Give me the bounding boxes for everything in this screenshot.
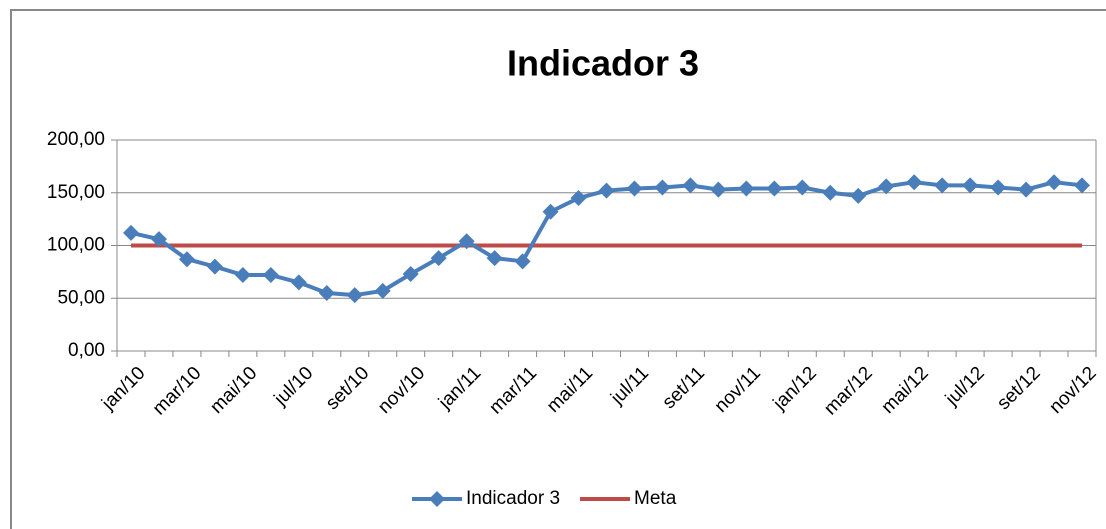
data-point — [290, 274, 307, 291]
data-point — [430, 250, 447, 267]
chart-title: Indicador 3 — [507, 43, 699, 84]
data-point — [570, 190, 587, 207]
y-tick-label: 200,00 — [47, 129, 105, 150]
data-point — [990, 179, 1007, 196]
data-point — [262, 267, 279, 284]
legend-label: Meta — [634, 488, 677, 509]
data-point — [318, 284, 335, 301]
data-point — [346, 287, 363, 304]
data-point — [794, 179, 811, 196]
data-point — [822, 184, 839, 201]
data-point — [122, 224, 139, 241]
data-point — [934, 177, 951, 194]
data-point — [1074, 177, 1091, 194]
data-point — [682, 177, 699, 194]
data-point — [514, 253, 531, 270]
data-point — [542, 203, 559, 220]
data-point — [598, 182, 615, 199]
data-point — [234, 267, 251, 284]
y-tick-label: 100,00 — [47, 235, 105, 256]
legend-marker — [429, 491, 445, 507]
data-point — [710, 181, 727, 198]
chart-frame — [10, 9, 1106, 529]
data-point — [178, 251, 195, 268]
y-tick-label: 150,00 — [47, 182, 105, 203]
data-point — [150, 231, 167, 248]
data-point — [850, 187, 867, 204]
data-point — [962, 177, 979, 194]
data-point — [1018, 181, 1035, 198]
legend-label: Indicador 3 — [466, 488, 560, 509]
data-point — [486, 250, 503, 267]
data-point — [654, 179, 671, 196]
data-point — [1046, 174, 1063, 191]
y-tick-label: 0,00 — [68, 340, 105, 361]
y-tick-label: 50,00 — [57, 287, 105, 308]
data-point — [878, 178, 895, 195]
data-point — [458, 233, 475, 250]
data-point — [766, 180, 783, 197]
data-point — [906, 174, 923, 191]
data-point — [402, 265, 419, 282]
data-point — [626, 180, 643, 197]
data-point — [374, 282, 391, 299]
data-point — [206, 258, 223, 275]
data-point — [738, 180, 755, 197]
